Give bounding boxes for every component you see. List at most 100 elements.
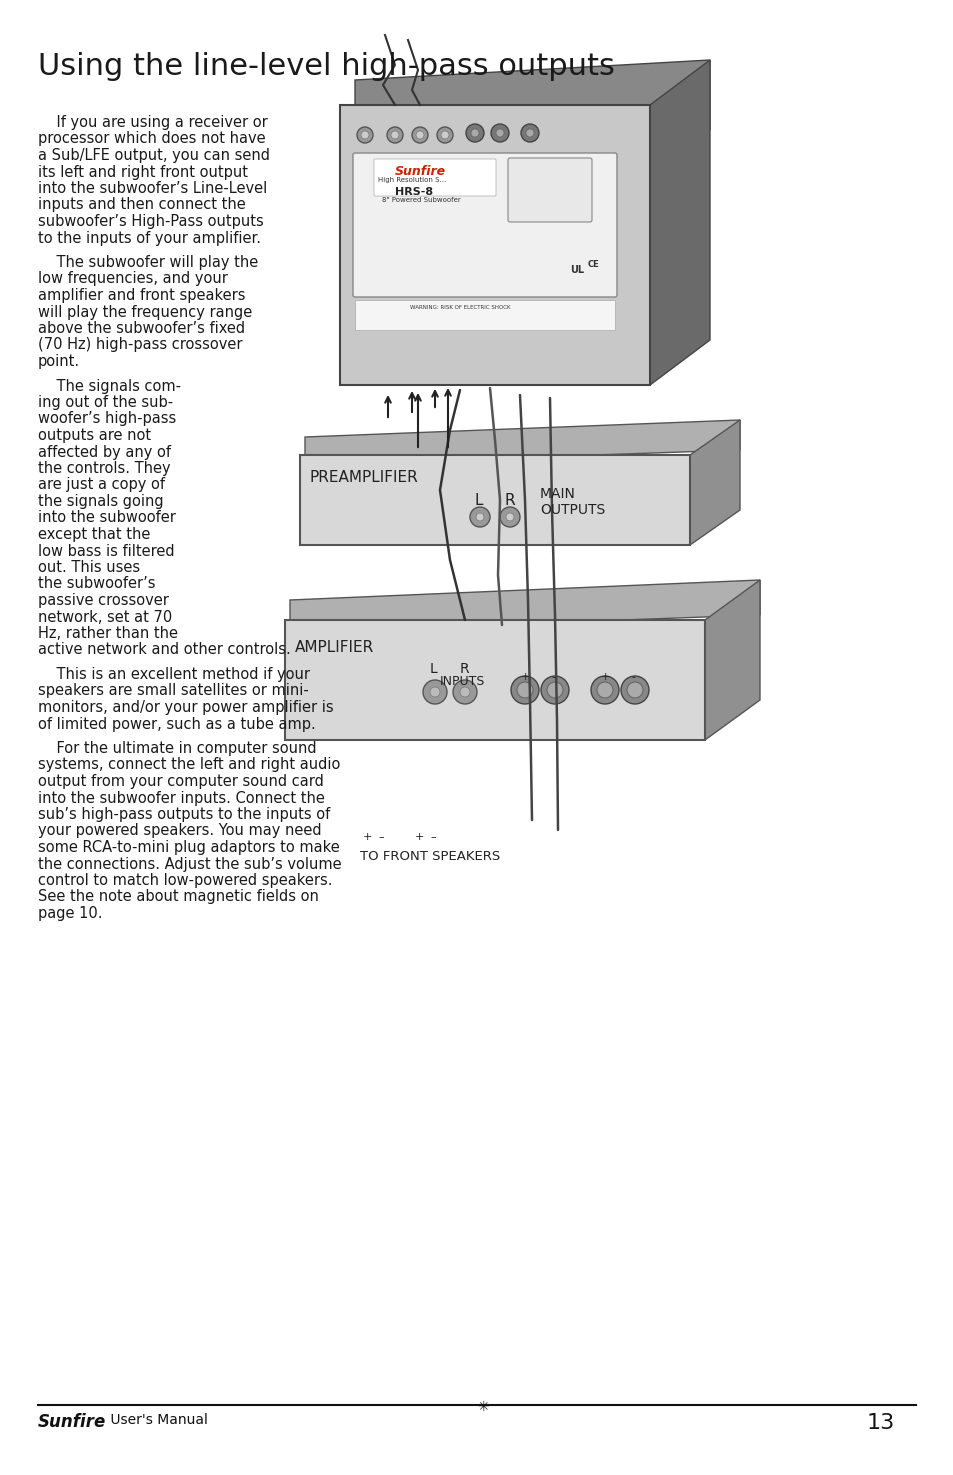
Text: active network and other controls.: active network and other controls. bbox=[38, 643, 291, 658]
Text: some RCA-to-mini plug adaptors to make: some RCA-to-mini plug adaptors to make bbox=[38, 839, 339, 856]
Text: monitors, and/or your power amplifier is: monitors, and/or your power amplifier is bbox=[38, 701, 334, 715]
Text: the signals going: the signals going bbox=[38, 494, 164, 509]
Circle shape bbox=[391, 131, 398, 139]
Circle shape bbox=[505, 513, 514, 521]
Text: L: L bbox=[475, 493, 483, 507]
Text: –: – bbox=[377, 832, 383, 842]
Text: its left and right front output: its left and right front output bbox=[38, 165, 248, 180]
Text: network, set at 70: network, set at 70 bbox=[38, 609, 172, 624]
Polygon shape bbox=[355, 60, 709, 130]
Polygon shape bbox=[689, 420, 740, 544]
Circle shape bbox=[470, 507, 490, 527]
Circle shape bbox=[499, 507, 519, 527]
Text: Sunfire: Sunfire bbox=[38, 1413, 106, 1431]
Circle shape bbox=[459, 687, 470, 698]
Text: into the subwoofer: into the subwoofer bbox=[38, 510, 175, 525]
Polygon shape bbox=[339, 105, 649, 385]
Circle shape bbox=[416, 131, 423, 139]
Circle shape bbox=[440, 131, 449, 139]
Text: This is an excellent method if your: This is an excellent method if your bbox=[38, 667, 310, 681]
Circle shape bbox=[422, 680, 447, 704]
Circle shape bbox=[525, 128, 534, 137]
Text: -: - bbox=[551, 673, 555, 681]
Text: systems, connect the left and right audio: systems, connect the left and right audi… bbox=[38, 758, 340, 773]
Text: into the subwoofer inputs. Connect the: into the subwoofer inputs. Connect the bbox=[38, 791, 325, 805]
Text: R: R bbox=[459, 662, 469, 676]
Polygon shape bbox=[285, 620, 704, 740]
Text: the connections. Adjust the sub’s volume: the connections. Adjust the sub’s volume bbox=[38, 857, 341, 872]
Circle shape bbox=[453, 680, 476, 704]
Text: TO FRONT SPEAKERS: TO FRONT SPEAKERS bbox=[359, 850, 499, 863]
Text: the controls. They: the controls. They bbox=[38, 462, 171, 476]
Text: the subwoofer’s: the subwoofer’s bbox=[38, 577, 155, 591]
Text: If you are using a receiver or: If you are using a receiver or bbox=[38, 115, 268, 130]
Circle shape bbox=[546, 681, 562, 698]
Text: 13: 13 bbox=[866, 1413, 894, 1434]
FancyBboxPatch shape bbox=[353, 153, 617, 296]
Text: Using the line-level high-pass outputs: Using the line-level high-pass outputs bbox=[38, 52, 615, 81]
Text: AMPLIFIER: AMPLIFIER bbox=[294, 640, 374, 655]
Text: UL: UL bbox=[569, 266, 583, 274]
Text: The signals com-: The signals com- bbox=[38, 379, 181, 394]
Polygon shape bbox=[649, 60, 709, 385]
Text: output from your computer sound card: output from your computer sound card bbox=[38, 774, 323, 789]
Polygon shape bbox=[290, 580, 760, 631]
Text: low frequencies, and your: low frequencies, and your bbox=[38, 271, 228, 286]
Text: except that the: except that the bbox=[38, 527, 151, 541]
FancyBboxPatch shape bbox=[507, 158, 592, 223]
Circle shape bbox=[496, 128, 503, 137]
Circle shape bbox=[590, 676, 618, 704]
Text: page 10.: page 10. bbox=[38, 906, 102, 920]
Text: ing out of the sub-: ing out of the sub- bbox=[38, 395, 172, 410]
Text: +: + bbox=[600, 673, 610, 681]
Text: amplifier and front speakers: amplifier and front speakers bbox=[38, 288, 245, 302]
Text: to the inputs of your amplifier.: to the inputs of your amplifier. bbox=[38, 230, 261, 245]
Text: L: L bbox=[430, 662, 437, 676]
Polygon shape bbox=[299, 454, 689, 544]
Text: High Resolution S...: High Resolution S... bbox=[377, 177, 446, 183]
Circle shape bbox=[626, 681, 642, 698]
Text: ✳: ✳ bbox=[476, 1400, 488, 1415]
Circle shape bbox=[436, 127, 453, 143]
Text: point.: point. bbox=[38, 354, 80, 369]
Text: passive crossover: passive crossover bbox=[38, 593, 169, 608]
Circle shape bbox=[491, 124, 509, 142]
Circle shape bbox=[360, 131, 369, 139]
Text: +: + bbox=[415, 832, 424, 842]
Text: processor which does not have: processor which does not have bbox=[38, 131, 265, 146]
Circle shape bbox=[511, 676, 538, 704]
Text: will play the frequency range: will play the frequency range bbox=[38, 304, 252, 320]
Text: outputs are not: outputs are not bbox=[38, 428, 151, 442]
Circle shape bbox=[517, 681, 533, 698]
Circle shape bbox=[356, 127, 373, 143]
Text: PREAMPLIFIER: PREAMPLIFIER bbox=[310, 471, 418, 485]
Text: Sunfire: Sunfire bbox=[395, 165, 446, 178]
Text: inputs and then connect the: inputs and then connect the bbox=[38, 198, 246, 212]
Polygon shape bbox=[305, 420, 740, 465]
Text: +: + bbox=[520, 673, 530, 681]
Circle shape bbox=[520, 124, 538, 142]
Circle shape bbox=[465, 124, 483, 142]
Text: WARNING: RISK OF ELECTRIC SHOCK: WARNING: RISK OF ELECTRIC SHOCK bbox=[410, 305, 510, 310]
FancyBboxPatch shape bbox=[374, 159, 496, 196]
Text: CE: CE bbox=[587, 260, 599, 268]
Text: above the subwoofer’s fixed: above the subwoofer’s fixed bbox=[38, 322, 245, 336]
Text: R: R bbox=[504, 493, 515, 507]
Text: The subwoofer will play the: The subwoofer will play the bbox=[38, 255, 258, 270]
Circle shape bbox=[471, 128, 478, 137]
Text: (70 Hz) high-pass crossover: (70 Hz) high-pass crossover bbox=[38, 338, 242, 353]
Text: out. This uses: out. This uses bbox=[38, 560, 140, 575]
Text: control to match low-powered speakers.: control to match low-powered speakers. bbox=[38, 873, 333, 888]
Text: into the subwoofer’s Line-Level: into the subwoofer’s Line-Level bbox=[38, 181, 267, 196]
Text: of limited power, such as a tube amp.: of limited power, such as a tube amp. bbox=[38, 717, 315, 732]
Text: MAIN
OUTPUTS: MAIN OUTPUTS bbox=[539, 487, 604, 518]
Text: woofer’s high-pass: woofer’s high-pass bbox=[38, 412, 176, 426]
Text: 8" Powered Subwoofer: 8" Powered Subwoofer bbox=[381, 198, 460, 204]
Text: low bass is filtered: low bass is filtered bbox=[38, 543, 174, 559]
Text: HRS-8: HRS-8 bbox=[395, 187, 433, 198]
Text: +: + bbox=[363, 832, 372, 842]
FancyBboxPatch shape bbox=[355, 299, 615, 330]
Text: sub’s high-pass outputs to the inputs of: sub’s high-pass outputs to the inputs of bbox=[38, 807, 330, 822]
Circle shape bbox=[620, 676, 648, 704]
Circle shape bbox=[540, 676, 568, 704]
